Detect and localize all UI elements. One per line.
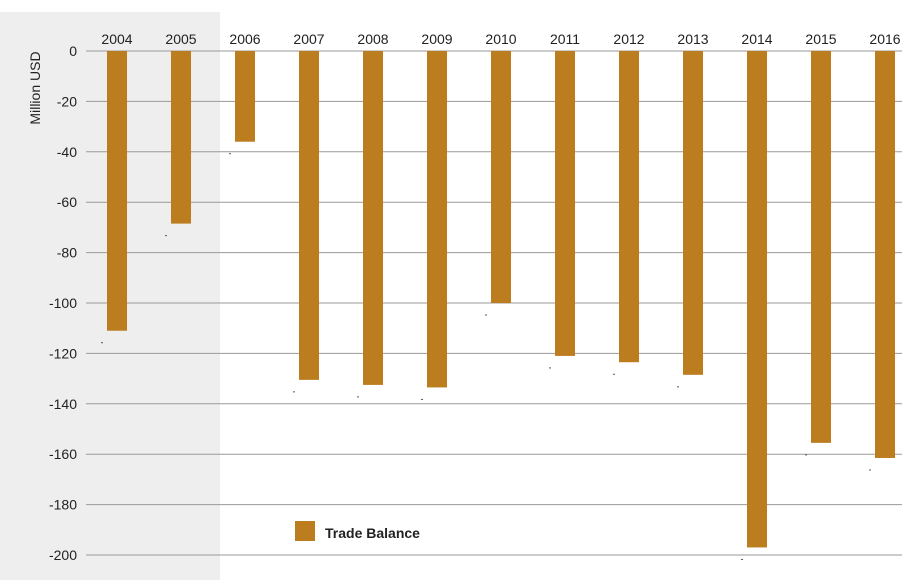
y-tick-label: -100 (49, 295, 77, 311)
x-tick-label: 2005 (165, 31, 196, 47)
y-tick-label: -20 (57, 93, 77, 109)
x-tick-label: 2004 (101, 31, 132, 47)
legend: Trade Balance (295, 521, 420, 541)
legend-swatch (295, 521, 315, 541)
bar (107, 51, 127, 331)
x-tick-label: 2016 (869, 31, 900, 47)
x-tick-label: 2014 (741, 31, 772, 47)
x-tick-label: 2015 (805, 31, 836, 47)
y-tick-label: -160 (49, 446, 77, 462)
y-tick-label: -60 (57, 194, 77, 210)
bar (747, 51, 767, 548)
y-axis-ticks: 0 -20 -40 -60 -80 -100 -120 -140 -160 -180 -200 (49, 43, 77, 563)
bar-series (107, 51, 895, 548)
x-tick-label: 2010 (485, 31, 516, 47)
bar (171, 51, 191, 224)
bar (555, 51, 575, 356)
bar (363, 51, 383, 385)
x-tick-label: 2013 (677, 31, 708, 47)
bar (427, 51, 447, 388)
x-tick-label: 2011 (550, 31, 580, 47)
bar (235, 51, 255, 142)
y-tick-label: -80 (57, 245, 77, 261)
x-tick-label: 2007 (293, 31, 324, 47)
x-tick-label: 2008 (357, 31, 388, 47)
top-strip (0, 0, 902, 12)
x-axis-ticks: 2004 2005 2006 2007 2008 2009 2010 2011 2012 2013… (101, 31, 900, 47)
x-tick-label: 2012 (613, 31, 644, 47)
y-tick-label: 0 (69, 43, 77, 59)
value-markers (101, 153, 871, 560)
bar (683, 51, 703, 375)
x-tick-label: 2006 (229, 31, 260, 47)
bar (875, 51, 895, 458)
x-tick-label: 2009 (421, 31, 452, 47)
legend-label: Trade Balance (325, 525, 420, 541)
y-axis-label: Million USD (27, 51, 43, 124)
y-tick-label: -120 (49, 345, 77, 361)
bar (619, 51, 639, 363)
y-tick-label: -140 (49, 396, 77, 412)
bar (811, 51, 831, 443)
bar (299, 51, 319, 380)
y-tick-label: -180 (49, 497, 77, 513)
y-tick-label: -200 (49, 547, 77, 563)
y-tick-label: -40 (57, 144, 77, 160)
bar (491, 51, 511, 303)
